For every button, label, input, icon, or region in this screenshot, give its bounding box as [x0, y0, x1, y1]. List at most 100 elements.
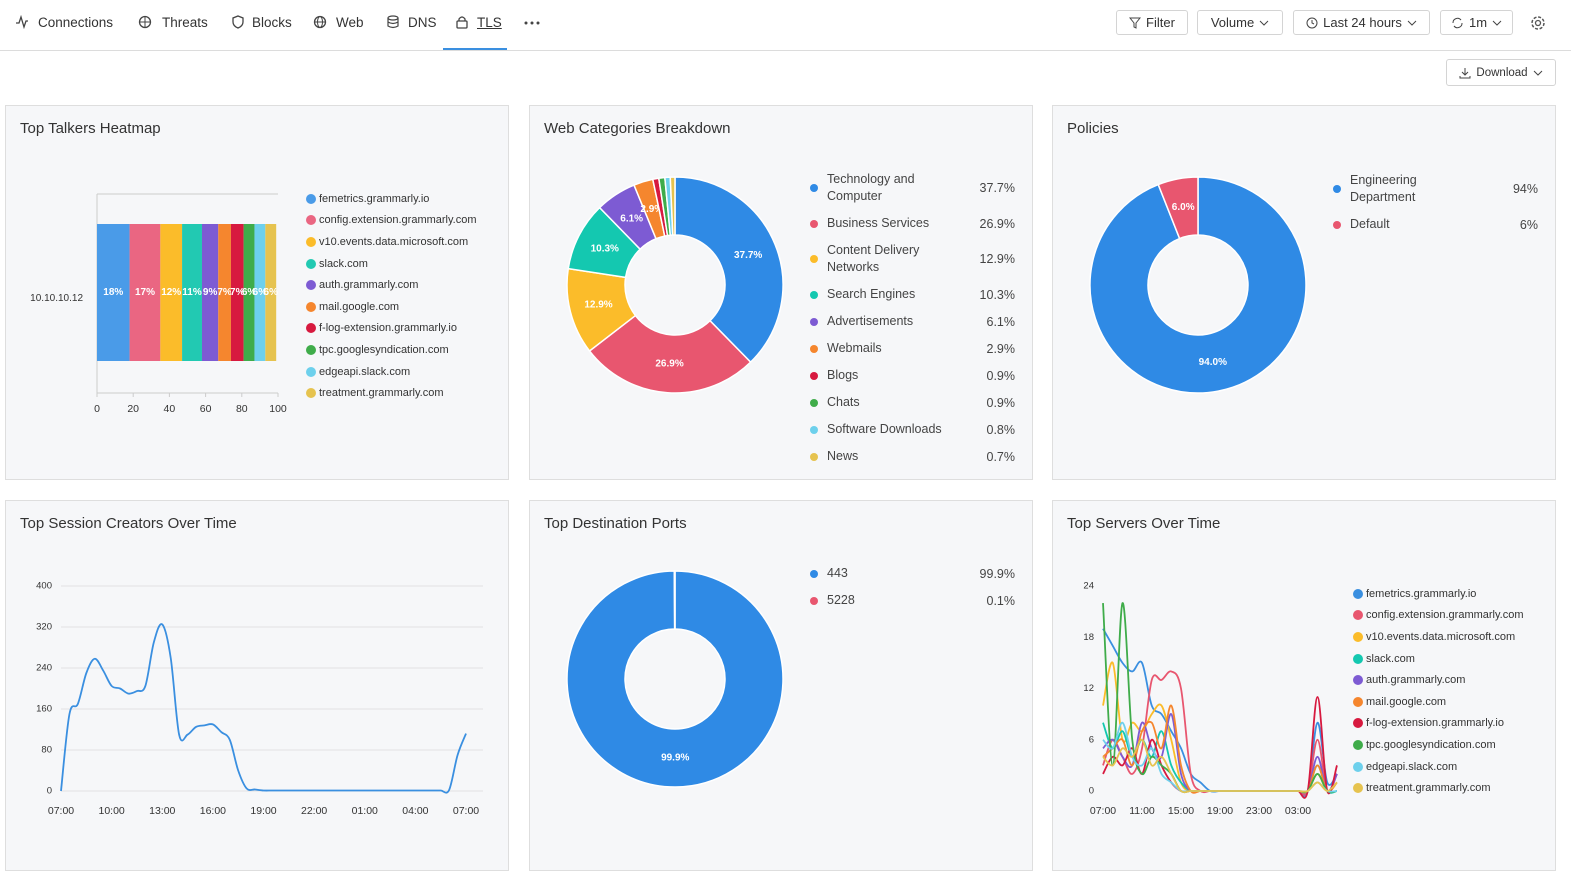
tab-active[interactable]: TLS: [477, 15, 502, 30]
icon: [1407, 20, 1417, 26]
legend-swatch: [1353, 739, 1363, 750]
line-series: [1102, 713, 1338, 795]
bar-segment: [160, 224, 183, 361]
range-button[interactable]: Last 24 hours: [1293, 10, 1430, 35]
y-tick-label: 12: [1083, 683, 1094, 694]
bar-segment: [129, 224, 161, 361]
filter-button[interactable]: Filter: [1116, 10, 1188, 35]
y-tick-label: 400: [36, 581, 52, 592]
panel-title: Web Categories Breakdown: [544, 120, 731, 137]
bar-segment: [218, 224, 231, 361]
x-tick-label: 16:00: [200, 805, 226, 817]
tab[interactable]: Web: [336, 15, 364, 30]
tab-icon: [456, 16, 468, 29]
legend-label: Software Downloads: [827, 422, 942, 436]
legend-value: 0.9%: [986, 368, 1016, 383]
x-tick-label: 22:00: [301, 805, 327, 817]
legend-label: auth.grammarly.com: [319, 279, 419, 292]
legend-swatch: [306, 193, 316, 204]
bar-segment: [254, 224, 266, 361]
legend-swatch: [1353, 610, 1363, 621]
legend-swatch: [810, 219, 818, 228]
button-label: Volume: [1210, 15, 1255, 30]
legend-swatch: [1353, 761, 1363, 772]
bar-label: 6%: [253, 287, 268, 298]
icon: [1129, 17, 1142, 29]
legend-label: Business Services: [827, 216, 930, 230]
tab-icon: [16, 15, 28, 29]
legend-label: edgeapi.slack.com: [319, 365, 411, 378]
legend-swatch: [1353, 675, 1363, 686]
legend-swatch: [810, 344, 818, 353]
legend-label: 5228: [827, 593, 855, 607]
tab[interactable]: DNS: [408, 15, 437, 30]
tab-icon: [387, 15, 399, 29]
legend-label: Webmails: [827, 341, 882, 355]
y-tick-label: 24: [1083, 581, 1094, 592]
x-tick-label: 07:00: [453, 805, 479, 817]
volume-button[interactable]: Volume: [1197, 10, 1283, 35]
tab[interactable]: Threats: [162, 15, 208, 30]
x-tick-label: 20: [127, 403, 139, 415]
chart: 99.9%: [566, 570, 784, 788]
x-tick-label: 10:00: [98, 805, 124, 817]
legend-value: 0.7%: [986, 449, 1016, 464]
bar-segment: [243, 224, 255, 361]
download-button[interactable]: Download: [1446, 59, 1556, 86]
donut-slice: [566, 570, 784, 788]
legend-item: edgeapi.slack.com: [306, 361, 477, 383]
panel: 94.0% 6.0% Policies Engineering Department 9…: [1052, 105, 1556, 480]
legend-value: 10.3%: [979, 287, 1015, 302]
legend-value: 2.9%: [986, 341, 1016, 356]
legend-swatch: [306, 323, 316, 334]
legend-item: Content Delivery Networks 12.9%: [810, 242, 1015, 276]
legend-value: 12.9%: [979, 252, 1015, 266]
tab[interactable]: Blocks: [252, 15, 292, 30]
y-tick-label: 18: [1083, 632, 1094, 643]
legend-item: Chats 0.9%: [810, 394, 1015, 411]
legend-swatch: [1333, 185, 1341, 193]
legend-label: News: [827, 449, 859, 463]
panel: 0 80 160 240 320 400 07:00 10:00 13:00 16:00 19:00…: [5, 500, 509, 871]
x-tick-label: 23:00: [1246, 805, 1272, 817]
legend-item: Engineering Department 94%: [1333, 172, 1538, 206]
x-tick-label: 19:00: [1207, 805, 1233, 817]
legend-swatch: [306, 236, 316, 247]
bar-segment: [182, 224, 202, 361]
legend-item: tpc.googlesyndication.com: [1353, 734, 1524, 756]
line-series: [1102, 661, 1338, 794]
legend-swatch: [810, 255, 818, 263]
tab[interactable]: Connections: [38, 15, 114, 30]
legend-item: News 0.7%: [810, 448, 1015, 465]
legend-swatch: [1353, 588, 1363, 599]
icon: [1492, 20, 1502, 26]
x-tick-label: 100: [269, 403, 287, 415]
donut-slice: [1157, 176, 1199, 240]
legend-item: Technology and Computer 37.7%: [810, 171, 1015, 205]
legend-item: f-log-extension.grammarly.io: [1353, 713, 1524, 735]
more-button[interactable]: [524, 20, 540, 26]
bar-label: 17%: [135, 287, 155, 298]
donut-slice: [673, 570, 676, 630]
line-series: [60, 623, 467, 794]
chart: 94.0% 6.0%: [1089, 176, 1307, 394]
bar-label: 9%: [203, 287, 218, 298]
panel: 37.7% 26.9% 12.9% 10.3% 6.1% 2.9% Web Categori…: [529, 105, 1033, 480]
legend-label: f-log-extension.grammarly.io: [319, 322, 457, 335]
legend-label: config.extension.grammarly.com: [1366, 609, 1524, 622]
legend-item: slack.com: [1353, 648, 1524, 670]
icon: [1259, 20, 1269, 26]
button-label: Last 24 hours: [1323, 15, 1402, 30]
legend-label: config.extension.grammarly.com: [319, 214, 477, 227]
legend-swatch: [810, 569, 818, 578]
button-label: Download: [1476, 66, 1528, 79]
legend-swatch: [306, 388, 316, 399]
legend-label: auth.grammarly.com: [1366, 674, 1466, 687]
legend-item: config.extension.grammarly.com: [306, 210, 477, 232]
y-tick-label: 6: [1089, 734, 1094, 745]
tab-icon: [313, 15, 327, 29]
x-tick-label: 11:00: [1129, 805, 1155, 817]
settings-button[interactable]: [1529, 14, 1547, 32]
legend-label: treatment.grammarly.com: [319, 387, 444, 400]
refresh-button[interactable]: 1m: [1440, 10, 1513, 35]
